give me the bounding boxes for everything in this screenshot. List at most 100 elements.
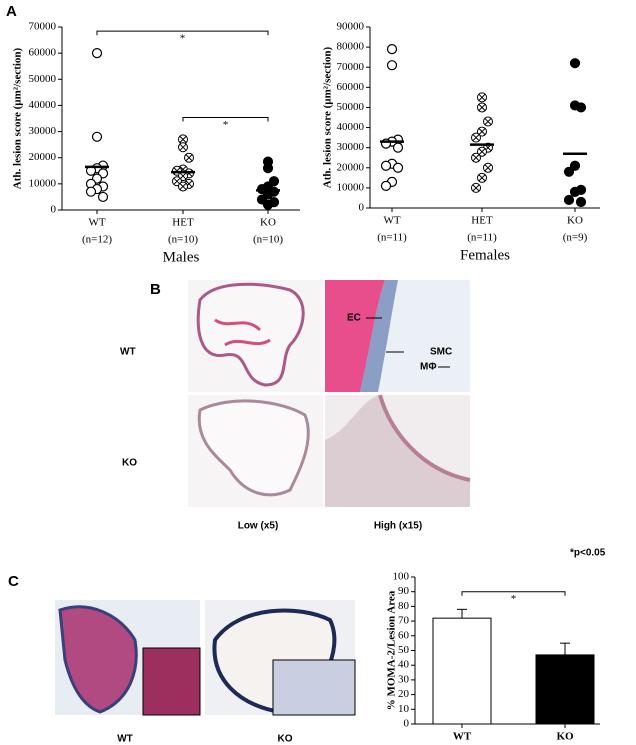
point (262, 199, 274, 210)
panel-letter: C (8, 573, 19, 590)
point (569, 160, 581, 171)
point (386, 60, 398, 71)
n-label: (n=9) (563, 232, 588, 244)
point (91, 131, 103, 142)
point (392, 142, 404, 153)
point (563, 194, 575, 206)
point-cross (173, 177, 181, 185)
point (483, 116, 493, 127)
y-tick-label: 10000 (337, 181, 365, 193)
point (477, 102, 487, 113)
point (477, 92, 487, 103)
bar (432, 617, 492, 725)
y-tick-label: 40000 (337, 121, 365, 133)
x-tick-label: WT (383, 215, 400, 227)
y-tick-label: 40 (398, 659, 410, 671)
point (569, 58, 581, 69)
y-tick-label: 70000 (29, 21, 57, 33)
point-cross (472, 154, 480, 162)
y-tick-label: 0 (51, 204, 57, 216)
n-label: (n=11) (467, 232, 497, 244)
y-tick-label: 40000 (29, 99, 57, 111)
y-tick-label: 70000 (337, 61, 365, 73)
point-cross (472, 184, 480, 192)
annotation: EC (347, 313, 361, 324)
x-tick-label: WT (88, 217, 105, 229)
y-tick-label: 30000 (29, 125, 57, 137)
n-label: (n=10) (168, 234, 198, 246)
annotation: MΦ (420, 362, 437, 373)
point-cross (484, 164, 492, 172)
point (380, 160, 392, 171)
point (563, 166, 575, 177)
point-cross (478, 128, 486, 136)
y-axis-label: Ath. lesion score (µm²/section) (12, 47, 24, 189)
y-tick-label: 20000 (337, 161, 365, 173)
y-tick-label: 50 (398, 644, 410, 656)
n-label: (n=11) (377, 232, 407, 244)
y-axis-label: Ath. lesion score (µm²/section) (322, 46, 334, 188)
y-tick-label: 60000 (29, 47, 57, 59)
point-cross (472, 134, 480, 142)
point (477, 126, 487, 137)
y-tick-label: 0 (359, 202, 365, 214)
point (483, 162, 493, 173)
point (380, 180, 392, 191)
y-tick-label: 50000 (29, 73, 57, 85)
point-cross (185, 154, 193, 162)
point (477, 146, 487, 157)
y-tick-label: 60000 (337, 81, 365, 93)
point (477, 172, 487, 183)
y-tick-label: 0 (404, 718, 410, 730)
point (575, 196, 587, 208)
point-cross (478, 174, 486, 182)
row-label: WT (120, 347, 136, 358)
point (178, 181, 188, 192)
point (262, 163, 274, 174)
x-axis-label: Females (460, 247, 510, 263)
y-tick-label: 90000 (337, 21, 365, 33)
point-cross (179, 143, 187, 151)
panel-letter: B (150, 281, 161, 298)
row-label: KO (122, 458, 137, 469)
arrows (366, 317, 450, 368)
y-tick-label: 30 (398, 673, 410, 685)
x-tick-label: KO (567, 215, 583, 227)
point (184, 152, 194, 163)
point (386, 44, 398, 55)
y-tick-label: 60 (398, 629, 410, 641)
n-label: (n=10) (253, 234, 283, 246)
bracket-label: * (511, 593, 517, 605)
note: *p<0.05 (570, 548, 606, 559)
y-tick-label: 90 (398, 585, 410, 597)
y-tick-label: 70 (398, 615, 410, 627)
bracket-label: * (180, 33, 186, 45)
point (97, 191, 109, 203)
image-label: KO (278, 734, 293, 745)
point (471, 182, 481, 193)
point-cross (179, 182, 187, 191)
n-label: (n=12) (82, 234, 112, 246)
x-tick-label: HET (172, 217, 194, 229)
histology-b (188, 280, 471, 507)
point-cross (478, 93, 486, 101)
column-label: High (x15) (374, 521, 422, 532)
x-tick-label: HET (471, 215, 493, 227)
y-tick-label: 10 (398, 703, 410, 715)
column-label: Low (x5) (238, 521, 279, 532)
point (85, 186, 97, 197)
annotation: SMC (430, 347, 452, 358)
point (569, 186, 581, 198)
x-tick-label: KO (556, 731, 574, 743)
y-tick-label: 80 (398, 600, 410, 612)
bracket (461, 591, 566, 596)
histology-c (55, 600, 356, 716)
y-tick-label: 80000 (337, 41, 365, 53)
x-tick-label: WT (453, 731, 472, 743)
point (178, 142, 188, 153)
point (471, 152, 481, 163)
x-tick-label: KO (260, 217, 276, 229)
bracket (96, 30, 269, 36)
point (471, 132, 481, 143)
